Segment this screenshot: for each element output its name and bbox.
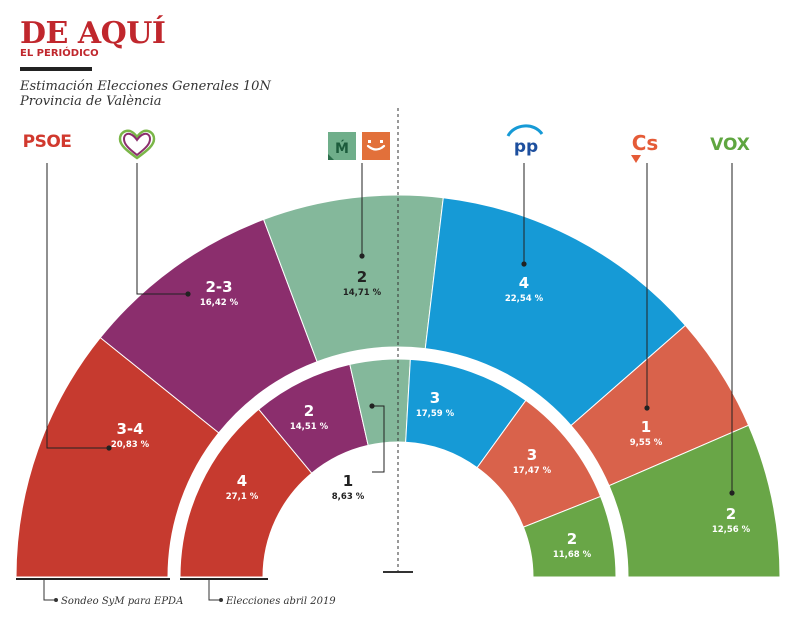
outer-pct-label-cs: 9,55 % — [630, 438, 663, 448]
outer-seat-label-vox: 2 — [726, 505, 736, 523]
leader-lines — [46, 163, 735, 496]
legend-outer-label: Sondeo SyM para EPDA — [61, 596, 183, 607]
leader-line-compromis — [136, 163, 188, 295]
outer-seat-label-mes-pais: 2 — [357, 268, 367, 286]
leader-line-psoe — [46, 163, 109, 449]
data-labels: 3-4 20,83 % 2-3 16,42 % 2 14,71 % 4 22,54 % 1 9,5… — [111, 268, 751, 560]
inner-seat-label-cs: 3 — [527, 446, 537, 464]
inner-pct-label-cs: 17,47 % — [513, 466, 552, 476]
inner-seat-label-psoe: 4 — [237, 472, 247, 490]
leader-dot-psoe — [106, 445, 112, 451]
inner-seat-label-compromis: 2 — [304, 402, 314, 420]
psoe-logo: PSOE — [23, 132, 72, 152]
vox-logo-text: VOX — [710, 135, 750, 155]
outer-pct-label-psoe: 20,83 % — [111, 440, 150, 450]
outer-seat-label-pp: 4 — [519, 274, 529, 292]
psoe-logo-text: PSOE — [23, 132, 72, 152]
inner-slice-vox — [522, 495, 617, 578]
leader-dot-pp — [521, 261, 527, 267]
brand-rule — [20, 67, 92, 71]
leader-dot-mes-pais-inner — [369, 403, 375, 409]
outer-seat-label-psoe: 3-4 — [116, 420, 143, 438]
mes-logo-square — [328, 132, 356, 160]
pp-logo-text: pp — [514, 137, 538, 157]
header: DE AQUÍ EL PERIÓDICO Estimación Eleccion… — [20, 18, 271, 109]
brand-title: DE AQUÍ — [20, 16, 166, 51]
leader-line-mes-pais-inner — [372, 405, 385, 473]
inner-pct-label-psoe: 27,1 % — [226, 492, 259, 502]
outer-pct-label-pp: 22,54 % — [505, 294, 544, 304]
legend: Sondeo SyM para EPDA Elecciones abril 20… — [16, 578, 336, 607]
inner-seat-label-pp: 3 — [430, 389, 440, 407]
cs-logo-text: Cs — [632, 131, 659, 155]
heart-logo-icon — [118, 129, 156, 160]
brand-subtitle: EL PERIÓDICO — [20, 48, 99, 59]
leader-dot-vox — [729, 490, 735, 496]
inner-pct-label-pp: 17,59 % — [416, 409, 455, 419]
mes-compromis-face-icon — [362, 132, 390, 160]
inner-seat-label-mes-pais: 1 — [343, 472, 353, 490]
outer-slice-vox — [608, 424, 781, 578]
legend-inner-label: Elecciones abril 2019 — [225, 596, 336, 607]
chart-subtitle-line1: Estimación Elecciones Generales 10N — [20, 79, 271, 94]
leader-dot-mes-pais — [359, 253, 365, 259]
inner-pct-label-vox: 11,68 % — [553, 550, 592, 560]
chart-subtitle-line2: Provincia de València — [20, 94, 162, 109]
outer-seat-label-cs: 1 — [641, 418, 651, 436]
pp-logo: pp — [506, 124, 544, 157]
mes-compromis-logo: Ḿ — [328, 132, 390, 160]
inner-pct-label-mes-pais: 8,63 % — [332, 492, 365, 502]
outer-pct-label-vox: 12,56 % — [712, 525, 751, 535]
inner-ring-abril-2019 — [179, 358, 617, 578]
vox-logo: VOX — [710, 135, 750, 155]
cs-logo: Cs — [631, 131, 658, 163]
outer-pct-label-compromis: 16,42 % — [200, 298, 239, 308]
inner-pct-label-compromis: 14,51 % — [290, 422, 329, 432]
outer-seat-label-compromis: 2-3 — [205, 278, 232, 296]
outer-pct-label-mes-pais: 14,71 % — [343, 288, 382, 298]
inner-seat-label-vox: 2 — [567, 530, 577, 548]
mes-logo-text: Ḿ — [335, 139, 349, 157]
leader-dot-compromis — [185, 291, 191, 297]
leader-dot-cs — [644, 405, 650, 411]
